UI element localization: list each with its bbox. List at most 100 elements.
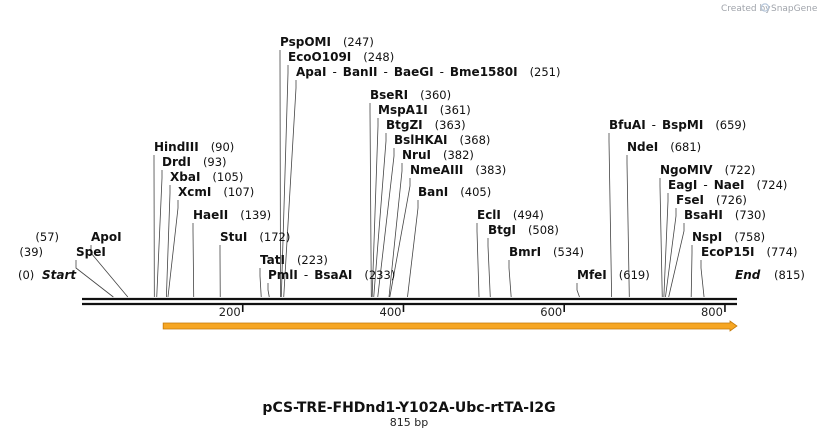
enzyme-site-eagi[interactable]: EagI - NaeI (724) bbox=[668, 178, 787, 192]
cut-site-leader-apai bbox=[283, 80, 297, 298]
enzyme-site-nmeaiii[interactable]: NmeAIII (383) bbox=[410, 163, 506, 177]
enzyme-separator: - bbox=[332, 65, 336, 79]
enzyme-position: (494) bbox=[513, 208, 544, 222]
enzyme-name: HaeII bbox=[193, 208, 228, 222]
enzyme-position: (363) bbox=[435, 118, 466, 132]
enzyme-site-bmri[interactable]: BmrI (534) bbox=[509, 245, 584, 259]
end-label: End bbox=[735, 268, 761, 282]
enzyme-position: (107) bbox=[223, 185, 254, 199]
enzyme-name: NdeI bbox=[627, 140, 658, 154]
cut-site-leader-nspi bbox=[690, 245, 693, 298]
enzyme-name: BanI bbox=[418, 185, 448, 199]
enzyme-position: (233) bbox=[364, 268, 395, 282]
enzyme-site-hindiii[interactable]: HindIII (90) bbox=[154, 140, 234, 154]
enzyme-name: NspI bbox=[692, 230, 722, 244]
cut-site-leader-btgzi bbox=[373, 133, 387, 298]
enzyme-labels: PspOMI (247)EcoO109I (248)ApaI - BanII - BaeGI… bbox=[19, 35, 797, 282]
enzyme-site-mspa1i[interactable]: MspA1I (361) bbox=[378, 103, 471, 117]
enzyme-name: NgoMIV bbox=[660, 163, 713, 177]
enzyme-name: XbaI bbox=[170, 170, 200, 184]
cut-site-leader-haeii bbox=[192, 223, 195, 298]
enzyme-position: (105) bbox=[212, 170, 243, 184]
enzyme-site-mfei[interactable]: MfeI (619) bbox=[577, 268, 650, 282]
enzyme-position: (726) bbox=[716, 193, 747, 207]
enzyme-position: (681) bbox=[670, 140, 701, 154]
enzyme-site-drui[interactable]: NruI (382) bbox=[402, 148, 474, 162]
cut-site-leaders bbox=[75, 50, 705, 298]
enzyme-name: MfeI bbox=[577, 268, 607, 282]
enzyme-site-drdi[interactable]: DrdI (93) bbox=[162, 155, 227, 169]
enzyme-position: (405) bbox=[460, 185, 491, 199]
enzyme-position: (659) bbox=[715, 118, 746, 132]
enzyme-site-ecoo109i[interactable]: EcoO109I (248) bbox=[288, 50, 394, 64]
enzyme-site-ndei[interactable]: NdeI (681) bbox=[627, 140, 701, 154]
enzyme-position: (724) bbox=[756, 178, 787, 192]
enzyme-site-haeii[interactable]: HaeII (139) bbox=[193, 208, 271, 222]
enzyme-name: HindIII bbox=[154, 140, 199, 154]
enzyme-position: (247) bbox=[343, 35, 374, 49]
enzyme-position: (139) bbox=[240, 208, 271, 222]
enzyme-name: EagI bbox=[668, 178, 697, 192]
enzyme-name: NmeAIII bbox=[410, 163, 463, 177]
enzyme-site-apai[interactable]: ApaI - BanII - BaeGI - Bme1580I (251) bbox=[296, 65, 561, 79]
enzyme-position: (774) bbox=[767, 245, 798, 259]
enzyme-separator: - bbox=[440, 65, 444, 79]
cut-site-leader-bsahi bbox=[668, 223, 685, 298]
ruler-label: 200 bbox=[219, 305, 241, 319]
enzyme-site-bseri[interactable]: BseRI (360) bbox=[370, 88, 451, 102]
enzyme-site-bslhkai[interactable]: BslHKAI (368) bbox=[394, 133, 490, 147]
enzyme-position: (722) bbox=[725, 163, 756, 177]
enzyme-name: EcoP15I bbox=[701, 245, 755, 259]
enzyme-name: XcmI bbox=[178, 185, 211, 199]
cut-site-leader-ecop15i bbox=[700, 260, 705, 298]
ruler-label: 800 bbox=[701, 305, 723, 319]
enzyme-name: NaeI bbox=[714, 178, 745, 192]
cut-site-leader-btgi bbox=[487, 238, 491, 298]
enzyme-name: EclI bbox=[477, 208, 501, 222]
enzyme-site-apoi[interactable]: (57) ApoI bbox=[35, 230, 121, 244]
enzyme-site-xbai[interactable]: XbaI (105) bbox=[170, 170, 243, 184]
enzyme-name: Bme1580I bbox=[450, 65, 518, 79]
cut-site-leader-xcmi bbox=[167, 200, 179, 298]
enzyme-site-btgi[interactable]: BtgI (508) bbox=[488, 223, 559, 237]
enzyme-site-ecop15i[interactable]: EcoP15I (774) bbox=[701, 245, 797, 259]
enzyme-site-fsei[interactable]: FseI (726) bbox=[676, 193, 747, 207]
start-position: (0) bbox=[18, 268, 34, 282]
enzyme-separator: - bbox=[384, 65, 388, 79]
enzyme-site-stui[interactable]: StuI (172) bbox=[220, 230, 290, 244]
cut-site-leader-ndei bbox=[626, 155, 630, 298]
enzyme-position: (39) bbox=[19, 245, 43, 259]
enzyme-site-tati[interactable]: TatI (223) bbox=[260, 253, 328, 267]
cut-site-leader-fsei bbox=[665, 208, 677, 298]
enzyme-site-ecli[interactable]: EclI (494) bbox=[477, 208, 544, 222]
enzyme-site-btgzi[interactable]: BtgZI (363) bbox=[386, 118, 466, 132]
enzyme-name: BslHKAI bbox=[394, 133, 448, 147]
plasmid-name: pCS-TRE-FHDnd1-Y102A-Ubc-rtTA-I2G bbox=[262, 400, 555, 416]
enzyme-separator: - bbox=[703, 178, 707, 192]
enzyme-name: BaeGI bbox=[394, 65, 434, 79]
start-label: Start bbox=[42, 268, 77, 282]
enzyme-site-nspi[interactable]: NspI (758) bbox=[692, 230, 765, 244]
ruler-label: 600 bbox=[540, 305, 562, 319]
enzyme-position: (172) bbox=[259, 230, 290, 244]
enzyme-site-ngomiv[interactable]: NgoMIV (722) bbox=[660, 163, 756, 177]
credit-brand: SnapGene bbox=[771, 4, 818, 14]
enzyme-separator: - bbox=[652, 118, 656, 132]
feature-arrow[interactable] bbox=[162, 320, 738, 332]
enzyme-site-xcmi[interactable]: XcmI (107) bbox=[178, 185, 254, 199]
cut-site-leader-tati bbox=[259, 268, 262, 298]
enzyme-site-bsahi[interactable]: BsaHI (730) bbox=[684, 208, 766, 222]
enzyme-site-bfuai[interactable]: BfuAI - BspMI (659) bbox=[609, 118, 746, 132]
enzyme-site-spei[interactable]: (39) SpeI bbox=[19, 245, 105, 259]
enzyme-site-bani[interactable]: BanI (405) bbox=[418, 185, 491, 199]
enzyme-site-pmli[interactable]: PmlI - BsaAI (233) bbox=[268, 268, 395, 282]
enzyme-site-pspomi[interactable]: PspOMI (247) bbox=[280, 35, 374, 49]
cut-site-leader-mspa1i bbox=[371, 118, 379, 298]
enzyme-name: BspMI bbox=[662, 118, 703, 132]
enzyme-position: (361) bbox=[440, 103, 471, 117]
plasmid-length: 815 bp bbox=[390, 416, 428, 429]
enzyme-position: (248) bbox=[363, 50, 394, 64]
snapgene-credit: Created by SnapGene bbox=[721, 3, 818, 14]
enzyme-name: PmlI bbox=[268, 268, 298, 282]
